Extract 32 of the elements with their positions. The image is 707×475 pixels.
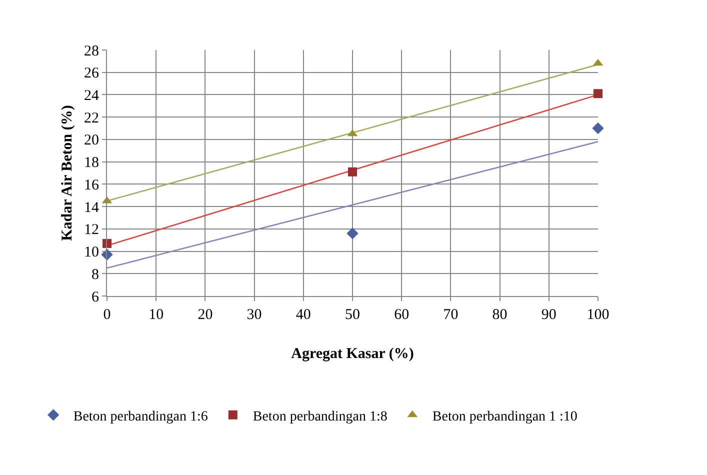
x-tick-label: 20 <box>198 307 213 323</box>
x-tick-label: 70 <box>443 307 458 323</box>
point <box>346 228 358 240</box>
point <box>592 122 604 134</box>
x-tick-label: 40 <box>296 307 311 323</box>
legend-label: Beton perbandingan 1:6 <box>73 409 208 424</box>
x-tick-label: 100 <box>586 307 610 323</box>
x-tick-label: 10 <box>148 307 164 323</box>
x-tick-label: 0 <box>103 307 111 323</box>
y-tick-label: 26 <box>84 66 100 82</box>
y-tick-label: 20 <box>84 132 99 149</box>
y-tick-label: 22 <box>84 110 99 126</box>
y-tick-label: 6 <box>92 289 100 306</box>
y-tick-label: 18 <box>84 155 99 172</box>
point <box>594 89 602 98</box>
legend-label: Beton perbandingan 1:8 <box>252 409 388 424</box>
y-tick-label: 14 <box>84 200 100 216</box>
y-tick-label: 10 <box>84 244 99 261</box>
y-tick-label: 12 <box>84 222 99 238</box>
y-axis-title: Kadar Air Beton (%) <box>59 105 76 241</box>
x-tick-label: 80 <box>492 307 508 323</box>
x-tick-label: 50 <box>345 307 360 323</box>
y-tick-label: 8 <box>92 266 99 283</box>
x-tick-label: 90 <box>541 307 556 323</box>
legend-label: Beton perbandingan 1 :10 <box>432 409 578 424</box>
x-tick-label: 30 <box>246 307 262 323</box>
x-tick-label: 60 <box>394 307 410 323</box>
point <box>348 167 357 176</box>
x-axis-title: Agregat Kasar (%) <box>291 346 414 362</box>
y-tick-label: 24 <box>84 88 100 104</box>
y-tick-label: 28 <box>84 43 99 60</box>
y-tick-label: 16 <box>84 177 100 194</box>
